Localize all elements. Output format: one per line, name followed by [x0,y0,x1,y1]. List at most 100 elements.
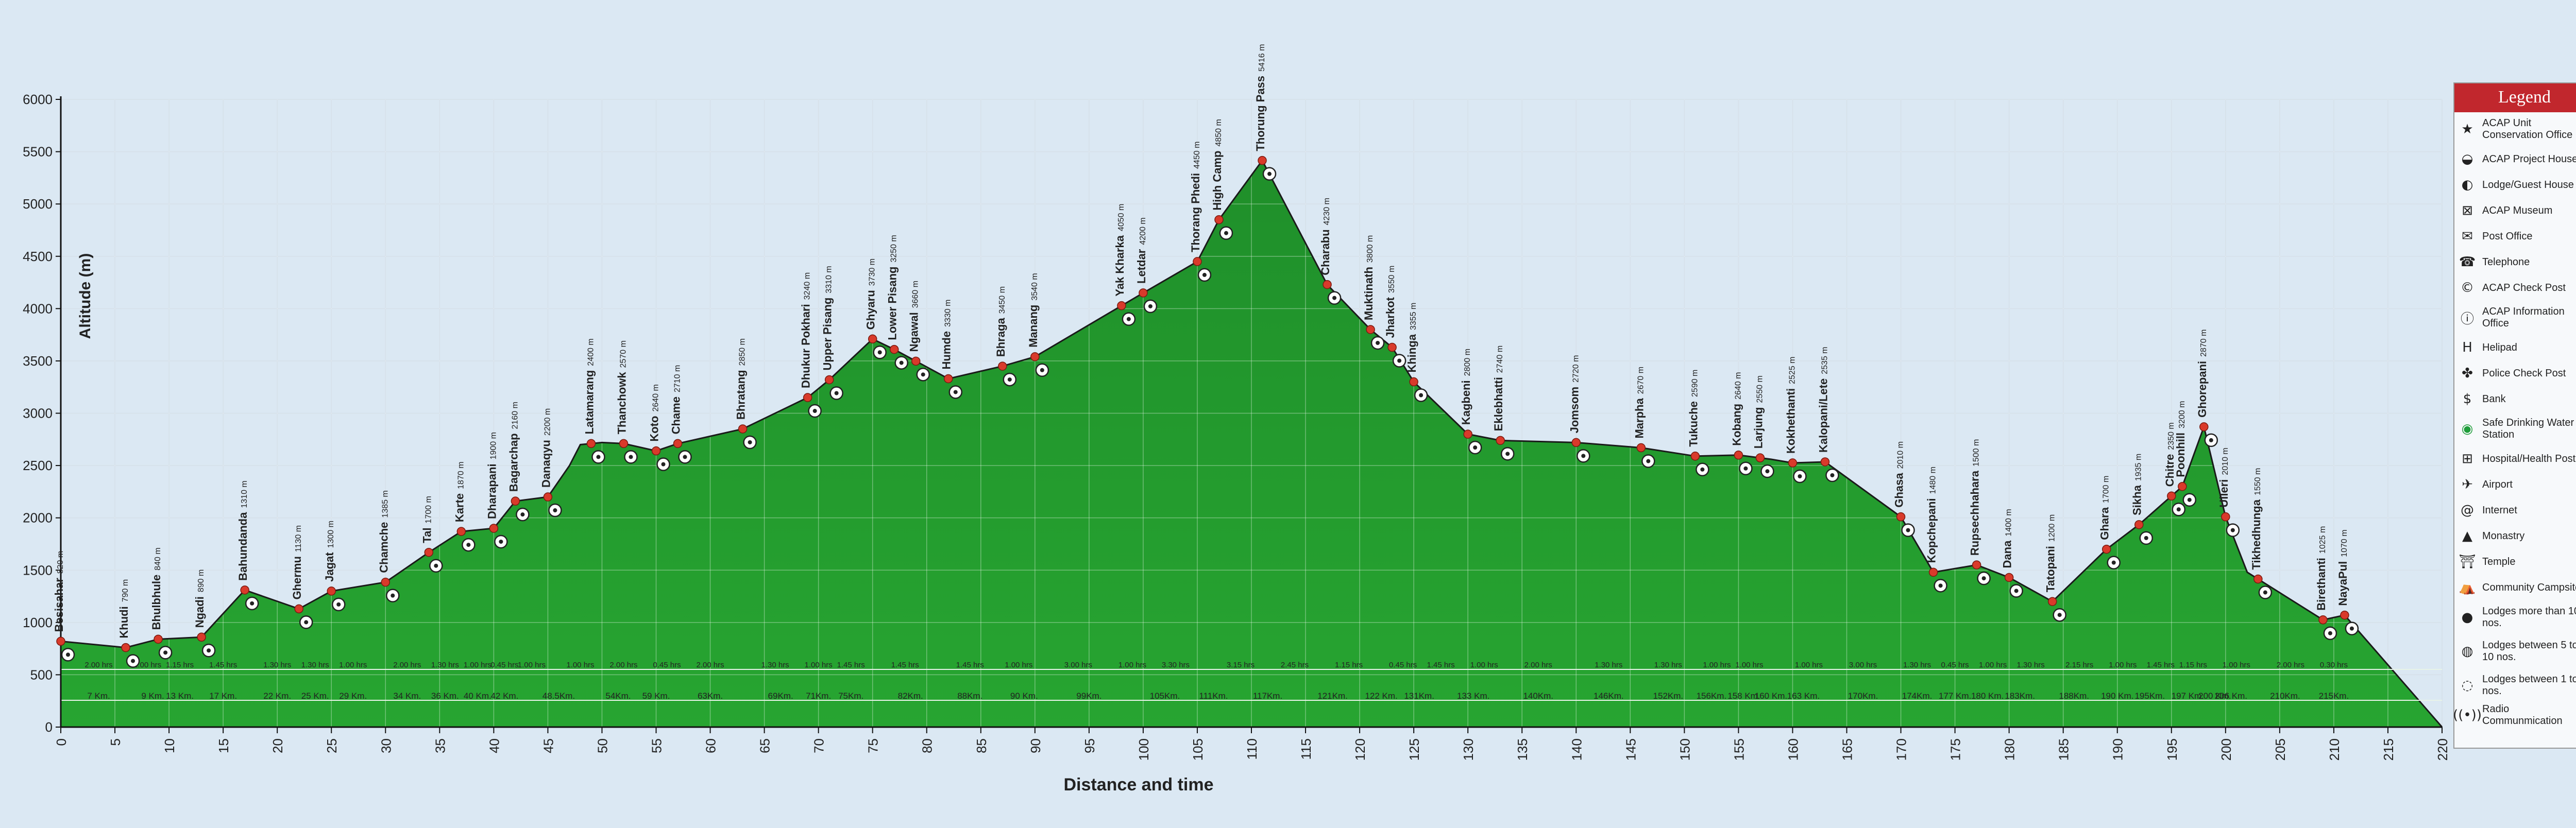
place-name: Besisahar 820 m [53,551,65,632]
x-tick-label: 5 [108,738,123,746]
distance-label: 25 Km. [301,691,329,701]
time-label: 1.30 hrs [2017,661,2045,669]
x-tick-label: 85 [974,738,989,753]
x-tick-label: 180 [2002,738,2018,761]
place-altitude: 3660 m [911,281,920,308]
legend-item: © ACAP Check Post [2454,275,2576,301]
place-name: Tukuche 2590 m [1687,370,1700,447]
place-altitude: 1310 m [240,480,249,508]
place-name: Bhulbhule 840 m [150,547,163,630]
time-distance-bands: 2.00 hrs 1.00 hrs 1.15 hrs 1.45 hrs 1.30 hrs… [61,661,2442,701]
place-name-text: Lower Pisang [886,267,899,340]
place-altitude: 1700 m [2102,476,2111,503]
distance-label: 146Km. [1594,691,1624,701]
place-altitude: 1025 m [2318,526,2327,554]
place-name: Jagat 1300 m [323,521,336,582]
x-tick-label: 215 [2381,738,2396,761]
place-marker [911,356,921,366]
time-label: 0.30 hrs [2320,661,2348,669]
place-altitude: 4230 m [1323,198,1331,225]
place-marker [2047,597,2057,606]
place-name-text: Bhulbhule [150,575,163,630]
place-name-text: Charabu [1319,229,1332,275]
place-altitude: 3540 m [1030,273,1039,300]
y-tick-label: 2500 [23,458,53,473]
time-label: 1.30 hrs [431,661,459,669]
place-name: Ngadi 890 m [193,570,206,628]
time-label: 1.30 hrs [301,661,329,669]
legend-item-label: Airport [2482,478,2513,490]
lodges-medium-icon: ◍ [2461,644,2473,659]
place-name-text: Khudi [117,606,130,638]
distance-label: 152Km. [1653,691,1684,701]
lodge-icon-center [921,372,925,377]
lodge-icon-center [1224,231,1228,235]
x-tick-label: 115 [1298,738,1314,760]
distance-label: 200 Km. [2198,691,2231,701]
legend-item: ★ ACAP Unit Conservation Office [2454,112,2576,146]
place-name: Kagbeni 2800 m [1460,349,1472,425]
place-marker [1820,457,1830,467]
lodge-icon-center [683,455,687,459]
legend-item: ◒ ACAP Project House [2454,146,2576,172]
helipad-icon: H [2462,340,2472,355]
place-marker [154,634,163,644]
distance-label: 174Km. [1902,691,1933,701]
lodge-icon-center [1397,358,1402,363]
legend-item-label: Community Campsite [2482,581,2576,593]
star-icon: ★ [2461,122,2473,137]
distance-label: 99Km. [1076,691,1101,701]
place-name: Dharapani 1900 m [485,432,498,519]
distance-label: 160 Km. [1755,691,1787,701]
x-tick-label: 140 [1569,738,1584,761]
place-altitude: 2550 m [1755,375,1764,403]
time-label: 0.45 hrs [1389,661,1417,669]
place-altitude: 840 m [154,547,162,570]
place-name-text: Thorang Phedi [1189,173,1202,252]
x-axis-title: Distance and time [1064,775,1214,795]
place-altitude: 3355 m [1409,303,1418,330]
x-tick-label: 220 [2435,738,2450,761]
time-label: 1.15 hrs [2179,661,2207,669]
place-marker [1409,377,1418,387]
lodge-icon-center [1040,368,1044,372]
time-label: 0.45 hrs [1941,661,1969,669]
legend-item-label: Lodges between 1 to 5 nos. [2482,674,2576,697]
lodge-icon-center [1267,171,1272,176]
legend-item: ⛺ Community Campsite [2454,575,2576,600]
place-name-text: Kopchepani [1925,498,1938,563]
place-name: Chamche 1385 m [377,490,390,573]
y-tick-label: 5000 [23,196,53,212]
x-tick-label: 60 [703,738,719,753]
place-name: Danaqyu 2200 m [539,408,552,488]
legend-item: ✤ Police Check Post [2454,360,2576,386]
time-label: 1.30 hrs [1903,661,1931,669]
place-marker [1690,452,1700,461]
place-altitude: 2525 m [1788,357,1797,384]
place-marker [327,586,336,596]
lodge-icon-center [899,360,904,365]
lodge-icon-center [877,350,882,355]
legend-item: $ Bank [2454,386,2576,412]
time-label: 1.15 hrs [166,661,194,669]
place-altitude: 820 m [56,551,65,574]
lodge-icon-center [1646,459,1651,463]
time-label: 1.00 hrs [464,661,492,669]
place-marker [56,636,65,646]
x-tick-label: 185 [2056,738,2072,761]
place-altitude: 2740 m [1496,346,1504,373]
lodge-icon-center [2176,507,2181,512]
lodge-icon-center [2187,497,2192,502]
place-altitude: 3550 m [1387,266,1396,293]
time-label: 1.00 hrs [1735,661,1763,669]
lodge-icon-center [1473,445,1478,450]
lodge-icon-center [1743,466,1748,471]
place-name-text: Yak Kharka [1113,235,1126,296]
time-label: 2.00 hrs [84,661,112,669]
place-altitude: 2870 m [2199,330,2208,357]
legend-item-label: ACAP Museum [2482,204,2553,216]
place-marker [1139,288,1148,298]
place-name-text: Besisahar [53,578,65,632]
time-label: 1.45 hrs [891,661,919,669]
legend-item-label: Post Office [2482,230,2533,242]
